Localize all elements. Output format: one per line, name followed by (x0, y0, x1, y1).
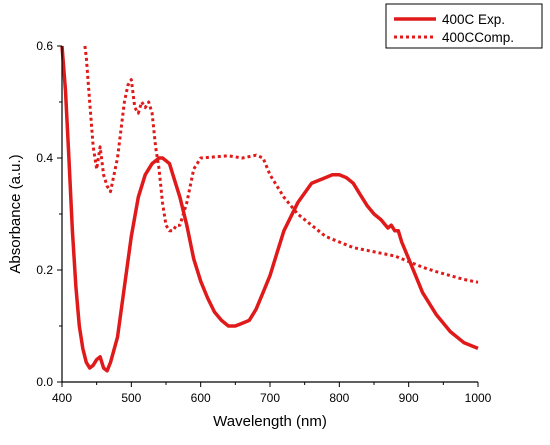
x-tick-label: 1000 (465, 391, 492, 405)
x-tick-label: 700 (260, 391, 280, 405)
y-tick-label: 0.0 (36, 375, 53, 389)
y-tick-label: 0.2 (36, 263, 53, 277)
legend-label-exp: 400C Exp. (442, 12, 505, 27)
x-tick-label: 600 (191, 391, 211, 405)
legend-label-comp: 400CComp. (442, 30, 514, 45)
y-axis-title: Absorbance (a.u.) (7, 154, 24, 273)
x-tick-label: 900 (399, 391, 419, 405)
series-line-exp (60, 45, 479, 373)
x-tick-label: 400 (52, 391, 72, 405)
x-tick-label: 500 (121, 391, 141, 405)
legend-box (385, 3, 543, 49)
y-tick-label: 0.6 (36, 39, 53, 53)
y-tick-label: 0.4 (36, 151, 53, 165)
y-axis-ticks: 0.0 0.2 0.4 0.6 (36, 39, 62, 389)
x-tick-label: 800 (329, 391, 349, 405)
series-lines (60, 45, 479, 373)
x-axis-title: Wavelength (nm) (213, 413, 327, 430)
x-axis-ticks: 400 500 600 700 800 900 1000 (52, 382, 492, 405)
legend: 400C Exp. 400CComp. (385, 3, 543, 49)
series-line-comp (83, 45, 479, 284)
